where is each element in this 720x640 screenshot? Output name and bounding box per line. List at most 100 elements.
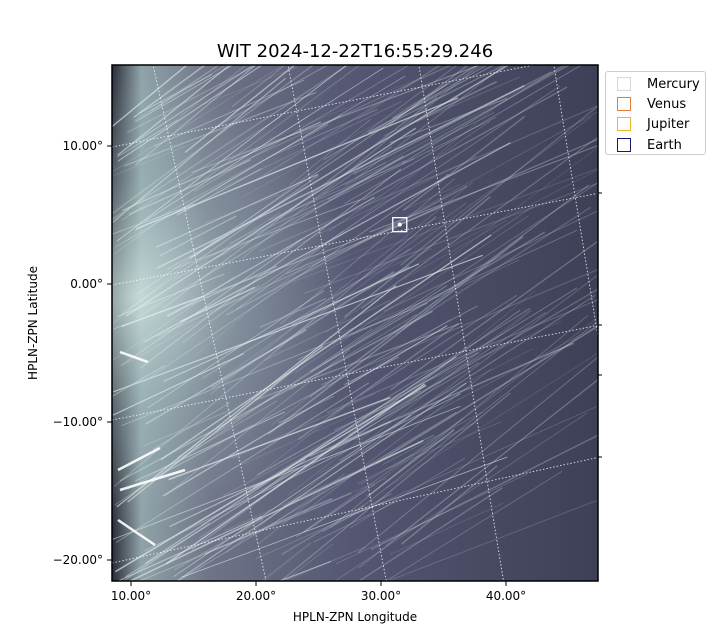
star-streak: [385, 379, 598, 546]
star-streak: [359, 294, 518, 396]
star-streak: [242, 65, 480, 259]
star-streak: [112, 276, 235, 361]
star-streak: [204, 193, 280, 224]
star-streak: [112, 365, 165, 397]
star-streak: [344, 65, 583, 204]
grid-parallel: [112, 192, 598, 286]
star-streak: [264, 300, 391, 361]
legend-label-earth: Earth: [647, 137, 682, 153]
star-streak: [156, 84, 525, 269]
star-streak: [310, 231, 546, 373]
star-streak: [297, 230, 578, 360]
star-streak: [284, 543, 334, 581]
star-streak: [268, 158, 415, 221]
grid-meridian: [287, 65, 387, 581]
chart-title: WIT 2024-12-22T16:55:29.246: [217, 41, 493, 62]
star-streak: [171, 424, 253, 469]
star-streak: [167, 233, 230, 270]
star-streak: [211, 271, 395, 389]
star-streak: [369, 144, 598, 233]
star-streak: [210, 65, 329, 131]
star-streak: [323, 65, 488, 160]
star-streak: [112, 203, 195, 235]
star-streak: [144, 393, 461, 552]
star-streak: [135, 411, 286, 482]
x-axis-label: HPLN-ZPN Longitude: [293, 610, 417, 624]
star-streak: [160, 234, 492, 461]
star-streak: [135, 65, 234, 123]
legend-item-mercury: Mercury: [617, 75, 700, 93]
star-streak: [165, 383, 425, 565]
star-streak: [145, 329, 307, 425]
star-streak: [295, 215, 529, 373]
star-streak: [242, 65, 485, 198]
star-streak: [121, 295, 204, 328]
star-streak: [113, 254, 484, 393]
star-streak: [173, 518, 264, 571]
star-streak: [372, 316, 598, 487]
star-streak: [280, 178, 456, 325]
star-streak: [177, 411, 457, 581]
star-streak: [113, 141, 196, 176]
star-streak: [388, 65, 469, 126]
star-streak: [115, 114, 342, 248]
star-streak: [385, 471, 563, 581]
star-streak: [129, 65, 255, 147]
star-streak: [223, 65, 453, 172]
star-streak: [348, 288, 598, 436]
star-streak: [291, 265, 410, 326]
star-streak: [290, 314, 417, 390]
star-streak: [279, 392, 511, 581]
bright-streak: [117, 446, 161, 472]
star-streak: [344, 112, 495, 187]
grid-parallel: [112, 65, 537, 148]
star-streak: [375, 325, 598, 464]
legend-swatch-jupiter: [617, 117, 631, 131]
star-streak: [267, 65, 454, 141]
star-streak: [112, 65, 284, 172]
bright-streak: [117, 518, 156, 547]
star-streak: [361, 136, 598, 309]
star-streak: [339, 294, 596, 462]
legend-label-jupiter: Jupiter: [647, 116, 690, 132]
star-streak: [367, 65, 495, 133]
star-streak: [123, 523, 210, 581]
x-tick-label: 40.00°: [486, 589, 526, 603]
star-streak: [127, 345, 324, 503]
star-streak: [362, 86, 568, 201]
star-streak: [173, 116, 497, 280]
star-streak: [400, 105, 598, 266]
y-axis-label: HPLN-ZPN Latitude: [26, 266, 40, 380]
star-streak: [225, 185, 468, 316]
star-streak: [112, 353, 244, 416]
star-streak: [199, 311, 546, 539]
star-streak: [281, 156, 477, 253]
star-streak: [328, 295, 440, 338]
star-streak: [369, 65, 506, 135]
star-streak: [193, 65, 361, 188]
bright-streak: [119, 468, 186, 492]
star-streak: [320, 477, 388, 506]
y-tick-label: 10.00°: [63, 139, 103, 153]
star-streak: [278, 560, 332, 581]
marker-mercury-dot: [397, 222, 402, 227]
star-streak: [120, 238, 303, 366]
x-tick-label: 30.00°: [361, 589, 401, 603]
star-streak: [240, 65, 459, 226]
star-streak: [168, 396, 391, 481]
star-streak: [138, 492, 352, 581]
star-streak: [304, 182, 598, 294]
star-streak: [229, 161, 387, 244]
star-streak: [322, 146, 393, 195]
star-streak: [176, 168, 262, 216]
star-streak: [302, 368, 492, 514]
star-streak: [226, 309, 532, 554]
star-streak: [215, 101, 402, 192]
star-streak: [191, 100, 504, 359]
star-streak: [180, 65, 247, 117]
x-tick-label: 20.00°: [236, 589, 276, 603]
star-streak: [182, 285, 260, 344]
star-streak: [383, 210, 598, 312]
star-streak: [126, 65, 258, 134]
star-streak: [334, 390, 421, 431]
